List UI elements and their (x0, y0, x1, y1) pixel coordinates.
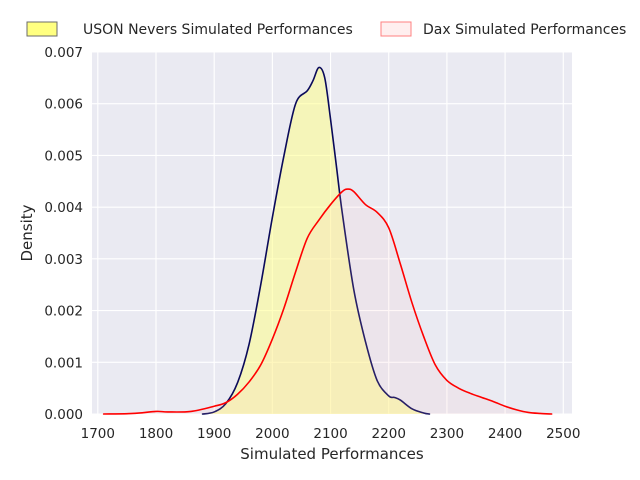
x-tick-label: 2100 (313, 426, 347, 442)
x-axis-ticks: 1700 1800 1900 2000 2100 2200 2300 2400 2500 (81, 426, 581, 442)
y-axis-ticks: 0.000 0.001 0.002 0.003 0.004 0.005 0.006 0.007 (44, 45, 83, 423)
y-tick-label: 0.001 (44, 355, 83, 371)
y-axis-label: Density (18, 204, 36, 261)
y-tick-label: 0.000 (44, 407, 83, 423)
y-tick-label: 0.006 (44, 97, 83, 113)
x-tick-label: 2500 (546, 426, 580, 442)
series-line-uson-nevers (201, 66, 431, 415)
x-tick-label: 2400 (488, 426, 522, 442)
series-line-dax (102, 188, 553, 415)
x-tick-label: 1800 (139, 426, 173, 442)
y-tick-label: 0.003 (44, 252, 83, 268)
series-area-dax (103, 189, 552, 414)
x-tick-label: 2200 (372, 426, 406, 442)
legend-swatch-uson-nevers (26, 21, 58, 37)
series-layer (102, 66, 553, 415)
x-tick-label: 1700 (81, 426, 115, 442)
legend-label-dax: Dax Simulated Performances (423, 22, 626, 38)
y-tick-label: 0.004 (44, 200, 83, 216)
x-axis-label: Simulated Performances (240, 445, 424, 463)
x-tick-label: 2000 (255, 426, 289, 442)
legend: USON Nevers Simulated Performances Dax S… (26, 21, 626, 38)
x-tick-label: 2300 (430, 426, 464, 442)
y-tick-label: 0.005 (44, 148, 83, 164)
x-tick-label: 1900 (197, 426, 231, 442)
y-tick-label: 0.007 (44, 45, 83, 61)
legend-label-uson-nevers: USON Nevers Simulated Performances (83, 22, 353, 38)
legend-swatch-dax (380, 21, 412, 37)
y-tick-label: 0.002 (44, 304, 83, 320)
series-area-uson-nevers (202, 67, 430, 414)
